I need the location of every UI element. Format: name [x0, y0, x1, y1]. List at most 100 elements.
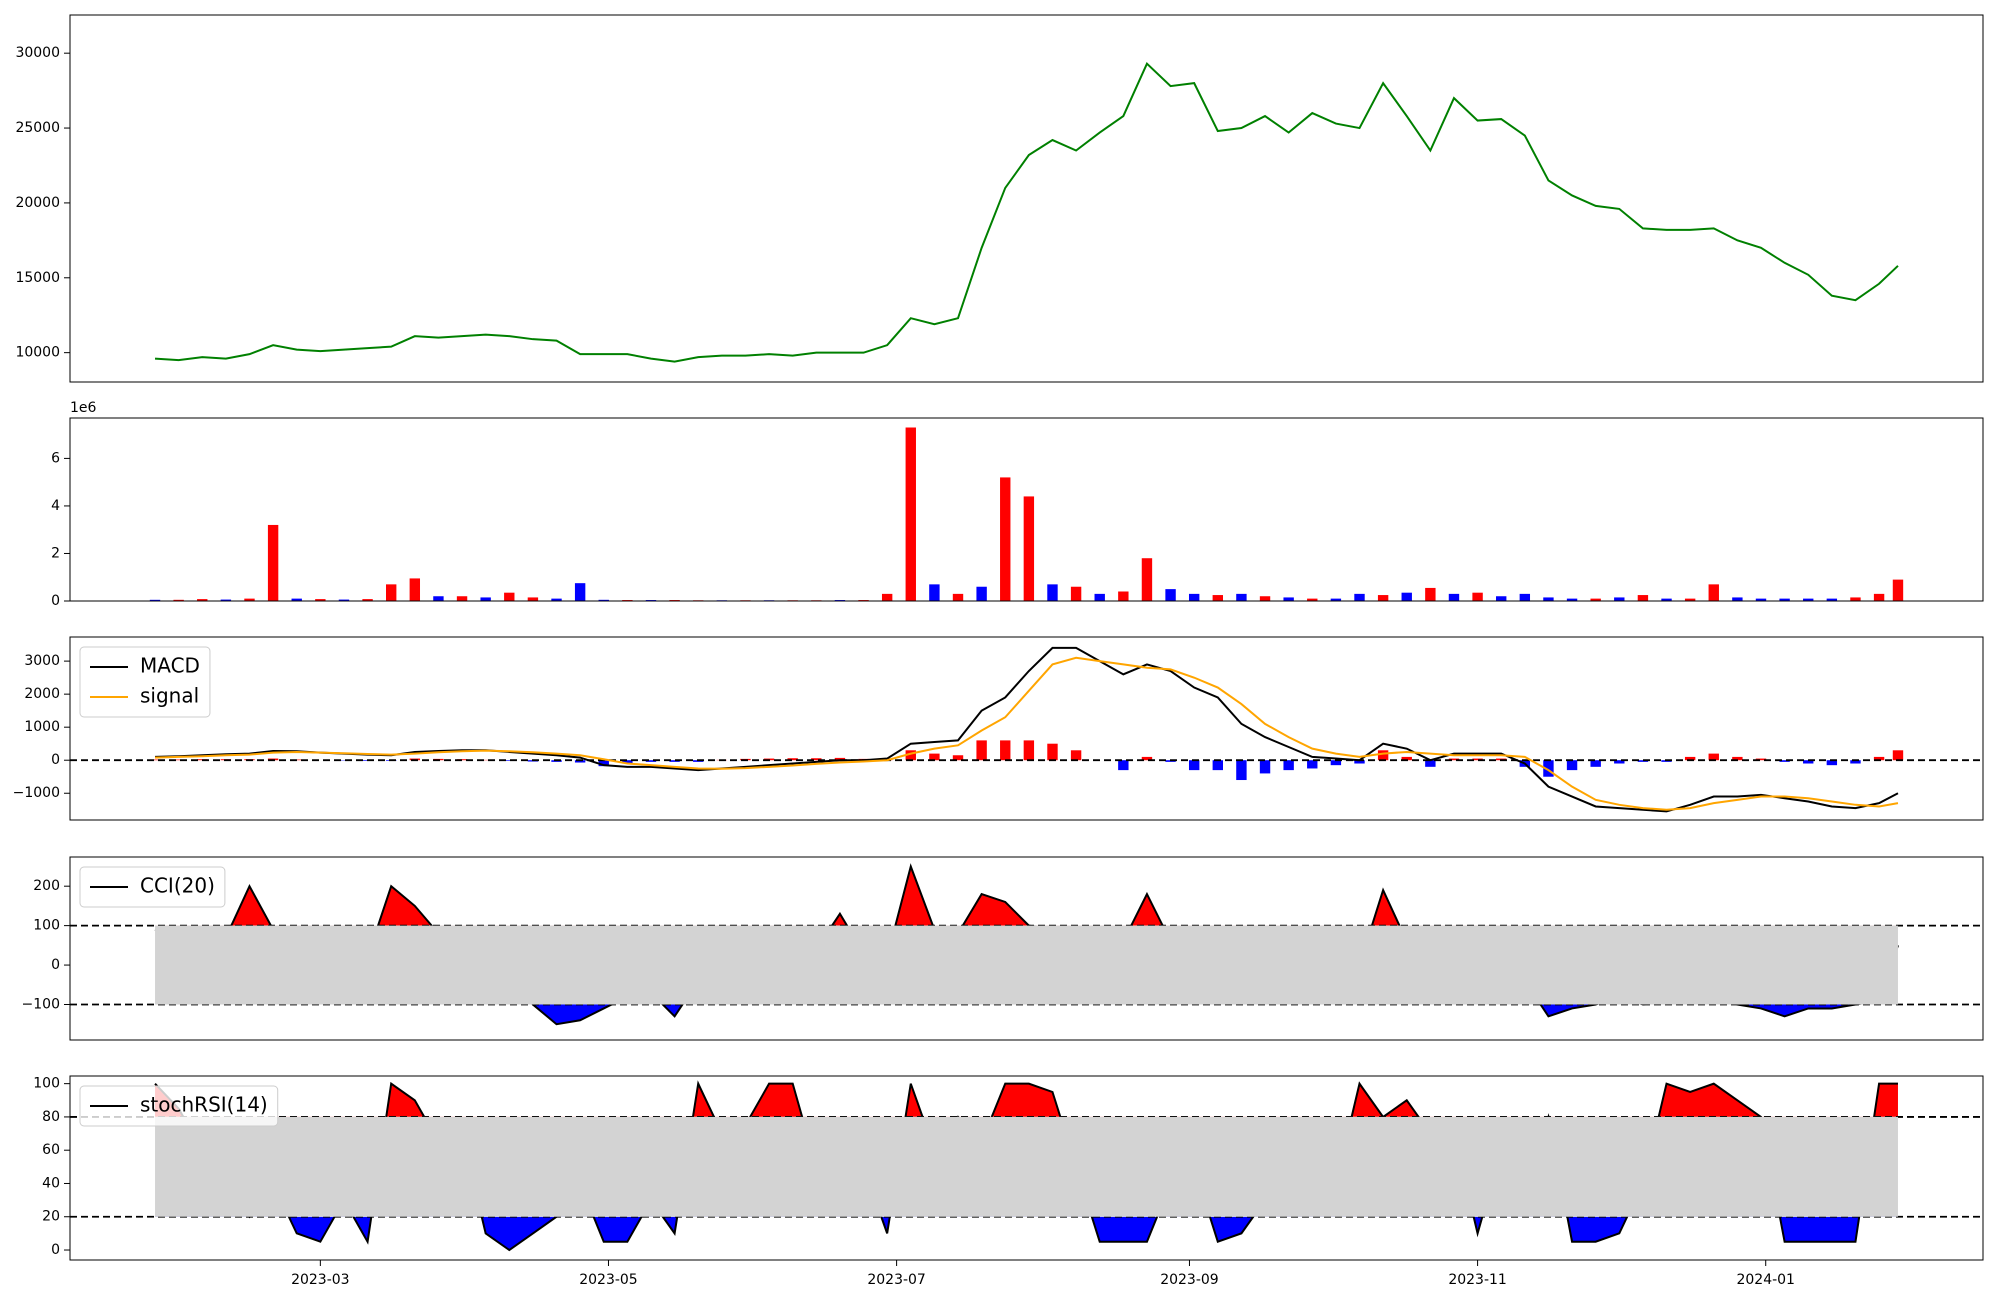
volume-bar [1377, 595, 1389, 601]
volume-bar [1708, 584, 1719, 601]
histogram-bar [1732, 756, 1743, 761]
histogram-bar [1708, 753, 1719, 761]
volume-bar [1590, 598, 1601, 601]
histogram-bar [1047, 743, 1058, 761]
series-line [154, 61, 1899, 363]
histogram-bar [976, 740, 987, 761]
volume-bar [1354, 593, 1365, 601]
volume-bar [1566, 598, 1578, 601]
volume-bar [1118, 591, 1129, 601]
y-tick-label: 3000 [24, 653, 60, 669]
y-tick-label: 60 [42, 1142, 60, 1158]
histogram-bar [952, 755, 964, 761]
volume-bar [1307, 598, 1318, 601]
volume-bar [1614, 597, 1625, 601]
histogram-bar [1684, 756, 1696, 761]
series-line [154, 646, 1899, 813]
histogram-bar [669, 760, 680, 762]
histogram-bar [1826, 760, 1838, 766]
histogram-bar [1000, 740, 1011, 761]
volume-bar [1141, 558, 1153, 601]
volume-bar [574, 583, 586, 601]
volume-bar [456, 596, 468, 601]
volume-bar [1094, 593, 1105, 601]
y-tick-label: 0 [51, 957, 60, 973]
volume-bar [1425, 587, 1436, 601]
histogram-bar [1070, 750, 1082, 761]
y-tick-label: 0 [51, 752, 60, 768]
histogram-bar [1141, 756, 1153, 761]
volume-bar [173, 599, 184, 601]
histogram-bar [1590, 760, 1601, 767]
volume-bar [881, 593, 893, 601]
y-tick-label: 15000 [15, 270, 60, 286]
histogram-bar [1118, 760, 1129, 771]
histogram-bar [1401, 756, 1412, 761]
x-tick-label: 2023-09 [1160, 1272, 1219, 1288]
histogram-bar [173, 759, 184, 761]
volume-bar [1070, 586, 1082, 601]
y-tick-label: 2 [51, 545, 60, 561]
volume-bar [385, 584, 397, 601]
legend-box [79, 646, 211, 718]
y-tick-label: −1000 [13, 785, 60, 801]
volume-bar [1283, 597, 1294, 601]
legend-box [79, 866, 226, 908]
histogram-bar [1212, 760, 1223, 771]
histogram-bar [834, 757, 846, 761]
series-line [154, 656, 1899, 811]
histogram-bar [1448, 758, 1460, 761]
volume-bar [244, 598, 255, 601]
y-tick-label: 2000 [24, 686, 60, 702]
y-tick-label: 0 [51, 1242, 60, 1258]
volume-bar [929, 584, 940, 601]
volume-bar [527, 597, 539, 601]
neutral-band [155, 925, 1898, 1005]
histogram-bar [1779, 760, 1790, 762]
volume-bar [1661, 598, 1672, 601]
histogram-bar [1850, 760, 1861, 764]
volume-bar [1850, 597, 1861, 601]
x-tick-label: 2023-07 [867, 1272, 926, 1288]
x-tick-label: 2023-05 [579, 1272, 638, 1288]
volume-bar [504, 592, 515, 601]
histogram-bar [1566, 760, 1578, 771]
panel [154, 61, 1899, 363]
y-tick-label: 25000 [15, 120, 60, 136]
x-tick-label: 2024-01 [1736, 1272, 1795, 1288]
histogram-bar [1307, 760, 1318, 769]
histogram-bar [1283, 760, 1294, 771]
volume-bar [1000, 477, 1011, 601]
y-tick-label: 40 [42, 1175, 60, 1191]
histogram-bar [1614, 760, 1625, 764]
volume-bar [197, 599, 208, 601]
y-tick-label: 200 [33, 878, 60, 894]
volume-bar [1047, 584, 1058, 601]
y-tick-label: 80 [42, 1109, 60, 1125]
volume-bar [1543, 597, 1554, 601]
volume-bar [362, 599, 373, 601]
volume-bar [1826, 598, 1838, 601]
volume-bar [291, 598, 302, 601]
y-tick-label: 100 [33, 918, 60, 934]
y-tick-label: 20000 [15, 195, 60, 211]
volume-bar [598, 599, 609, 601]
y-tick-label: −100 [22, 997, 60, 1013]
volume-bar [1803, 598, 1814, 601]
histogram-bar [456, 759, 468, 761]
legend-label: signal [140, 684, 199, 708]
volume-bar [1212, 595, 1223, 601]
volume-bar [976, 586, 987, 601]
y-tick-label: 10000 [15, 345, 60, 361]
volume-bar [1023, 496, 1035, 601]
volume-bar [1330, 598, 1342, 601]
volume-bar [267, 524, 279, 601]
histogram-bar [1236, 760, 1247, 781]
histogram-bar [1188, 760, 1200, 771]
panel-frame [69, 417, 1984, 602]
volume-bar [1732, 597, 1743, 601]
histogram-bar [574, 760, 586, 763]
histogram-bar [645, 760, 657, 762]
volume-bar [338, 599, 350, 601]
volume-bar [1188, 593, 1200, 601]
